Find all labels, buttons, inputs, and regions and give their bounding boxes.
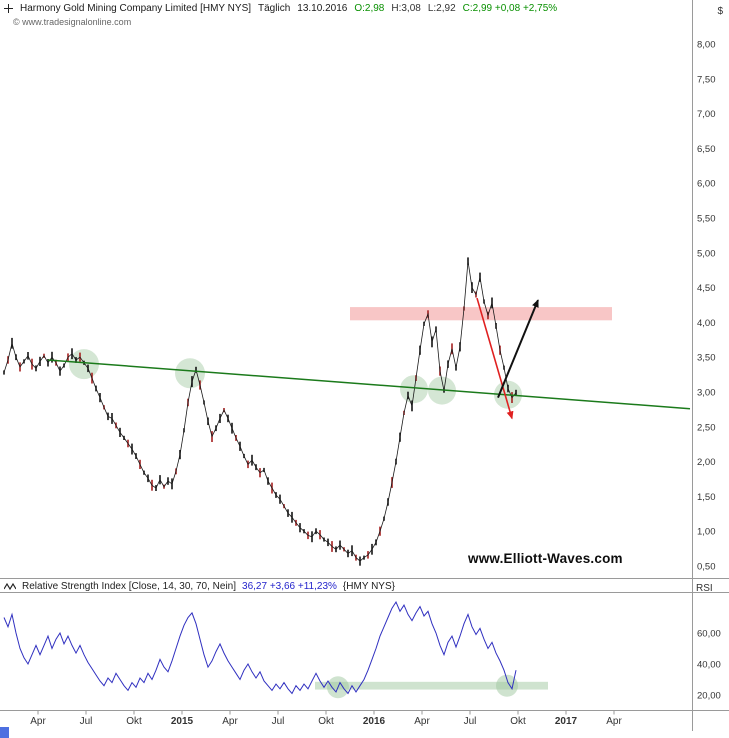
price-axis-label: 4,00 bbox=[697, 318, 716, 329]
rsi-panel[interactable] bbox=[3, 600, 548, 699]
rsi-touch-circle bbox=[496, 674, 518, 697]
rsi-line bbox=[3, 600, 517, 695]
rsi-axis-tick-label: 60,00 bbox=[697, 629, 721, 640]
timeframe-label[interactable]: Täglich bbox=[258, 3, 291, 14]
price-axis-label: 1,50 bbox=[697, 492, 716, 503]
rsi-support-band bbox=[315, 681, 548, 690]
time-axis-label: Jul bbox=[464, 716, 477, 727]
price-axis-label: 5,00 bbox=[697, 248, 716, 259]
price-axis-label: 2,00 bbox=[697, 457, 716, 468]
time-axis-label: 2017 bbox=[555, 716, 578, 727]
ohlc-open: O:2,98 bbox=[354, 3, 385, 14]
price-axis-label: 3,00 bbox=[697, 388, 716, 399]
rsi-indicator-label[interactable]: Relative Strength Index [Close, 14, 30, … bbox=[22, 581, 237, 592]
price-axis-label: 7,50 bbox=[697, 74, 716, 85]
support-trendline[interactable] bbox=[47, 359, 691, 410]
time-axis-label: Okt bbox=[318, 716, 334, 727]
chart-header: Harmony Gold Mining Company Limited [HMY… bbox=[4, 3, 557, 14]
ohlc-low: L:2,92 bbox=[427, 3, 456, 14]
bullish-projection-arrow[interactable] bbox=[497, 299, 539, 398]
time-axis-label: Apr bbox=[606, 716, 622, 727]
price-axis-label: 4,50 bbox=[697, 283, 716, 294]
price-axis-label: 7,00 bbox=[697, 109, 716, 120]
rsi-value: 36,27 +3,66 +11,23% bbox=[242, 581, 337, 592]
price-axis-label: 2,50 bbox=[697, 422, 716, 433]
rsi-axis-title: RSI bbox=[696, 583, 713, 594]
indicator-wave-icon[interactable] bbox=[4, 582, 16, 591]
axis-labels: 8,00 7,50 7,00 6,50 6,00 5,50 5,00 4,50 4,00 3,50… bbox=[697, 40, 721, 702]
candlestick-series bbox=[3, 257, 517, 566]
time-axis-label: 2016 bbox=[363, 716, 386, 727]
time-axis-label: 2015 bbox=[171, 716, 194, 727]
price-axis-label: 6,50 bbox=[697, 144, 716, 155]
price-axis-unit: $ bbox=[717, 6, 723, 17]
time-axis-label: Okt bbox=[510, 716, 526, 727]
ohlc-close: C:2,99 +0,08 +2,75% bbox=[462, 3, 558, 14]
red-downtrend-arrow[interactable] bbox=[476, 297, 514, 420]
chart-type-icon[interactable] bbox=[4, 4, 13, 13]
price-axis-label: 0,50 bbox=[697, 562, 716, 573]
rsi-header: Relative Strength Index [Close, 14, 30, … bbox=[4, 581, 395, 592]
price-axis-label: 8,00 bbox=[697, 40, 716, 51]
price-panel[interactable] bbox=[3, 257, 691, 566]
time-axis-label: Apr bbox=[30, 716, 46, 727]
price-axis-label: 5,50 bbox=[697, 214, 716, 225]
time-axis-label: Okt bbox=[126, 716, 142, 727]
time-axis-label: Apr bbox=[222, 716, 238, 727]
watermark: www.Elliott-Waves.com bbox=[468, 551, 623, 566]
rsi-symbol: {HMY NYS} bbox=[342, 581, 395, 592]
rsi-axis-tick-label: 40,00 bbox=[697, 660, 721, 671]
time-axis-label: Jul bbox=[272, 716, 285, 727]
time-axis: Apr Jul Okt 2015 Apr Jul Okt 2016 Apr Jul Okt 2017 A… bbox=[30, 710, 622, 727]
ohlc-high: H:3,08 bbox=[391, 3, 421, 14]
copyright-label: © www.tradesignalonline.com bbox=[13, 17, 132, 27]
price-axis-label: 3,50 bbox=[697, 353, 716, 364]
price-axis-label: 6,00 bbox=[697, 179, 716, 190]
instrument-title: Harmony Gold Mining Company Limited [HMY… bbox=[20, 3, 252, 14]
scrollbar-corner[interactable] bbox=[0, 727, 9, 738]
rsi-axis-tick-label: 20,00 bbox=[697, 691, 721, 702]
time-axis-label: Jul bbox=[80, 716, 93, 727]
time-axis-label: Apr bbox=[414, 716, 430, 727]
price-axis-label: 1,00 bbox=[697, 527, 716, 538]
date-label: 13.10.2016 bbox=[297, 3, 348, 14]
